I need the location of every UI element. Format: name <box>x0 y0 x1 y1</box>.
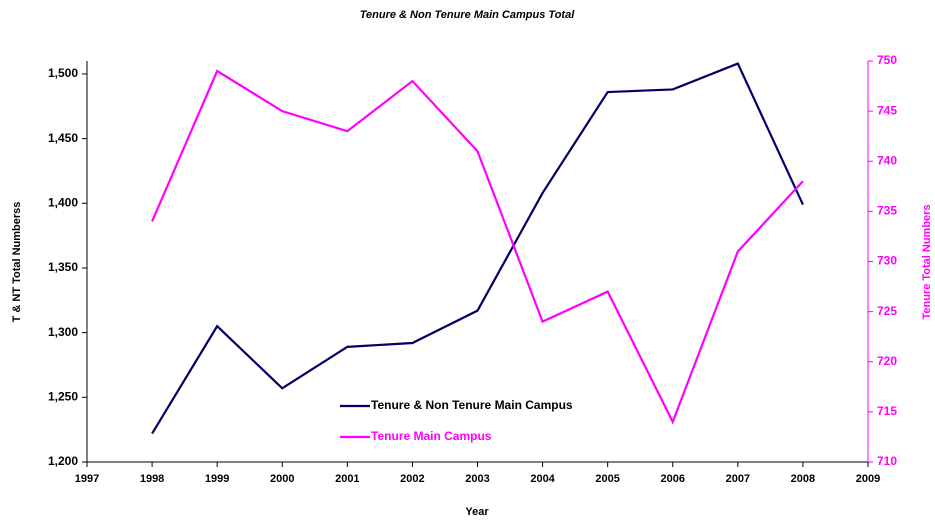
x-tick-label: 2004 <box>530 473 555 485</box>
y-axis-label: T & NT Total Numberss <box>11 202 23 323</box>
y-tick-label: 1,450 <box>48 131 78 145</box>
x-tick-label: 2009 <box>856 473 880 485</box>
x-axis-label: Year <box>465 506 489 518</box>
y2-tick-label: 735 <box>877 204 897 218</box>
legend-label: Tenure & Non Tenure Main Campus <box>371 398 573 412</box>
x-tick-label: 2003 <box>465 473 489 485</box>
legend-label: Tenure Main Campus <box>371 429 492 443</box>
y2-tick-label: 740 <box>877 153 897 167</box>
x-tick-label: 1998 <box>140 473 164 485</box>
line-series <box>151 69 804 425</box>
y2-tick-label: 745 <box>877 103 897 117</box>
x-tick-label: 2002 <box>400 473 424 485</box>
y2-tick-label: 750 <box>877 53 897 67</box>
x-tick-label: 2008 <box>791 473 815 485</box>
y2-tick-label: 715 <box>877 404 897 418</box>
chart-title: Tenure & Non Tenure Main Campus Total <box>360 9 575 21</box>
y2-tick-label: 730 <box>877 254 897 268</box>
x-tick-label: 1999 <box>205 473 229 485</box>
x-tick-label: 1997 <box>75 473 99 485</box>
y-tick-label: 1,300 <box>48 325 78 339</box>
x-tick-label: 2000 <box>270 473 294 485</box>
x-tick-label: 2001 <box>335 473 359 485</box>
y-tick-label: 1,500 <box>48 66 78 80</box>
y-tick-label: 1,200 <box>48 454 78 468</box>
y-tick-label: 1,250 <box>48 389 78 403</box>
y-tick-label: 1,350 <box>48 260 78 274</box>
x-tick-label: 2005 <box>595 473 619 485</box>
line-series <box>151 62 804 435</box>
y2-tick-label: 720 <box>877 354 897 368</box>
y2-tick-label: 725 <box>877 304 897 318</box>
y-tick-label: 1,400 <box>48 195 78 209</box>
x-tick-label: 2006 <box>661 473 685 485</box>
x-tick-label: 2007 <box>726 473 750 485</box>
y2-tick-label: 710 <box>877 454 897 468</box>
y2-axis-label: Tenure Total Numbers <box>921 204 933 319</box>
